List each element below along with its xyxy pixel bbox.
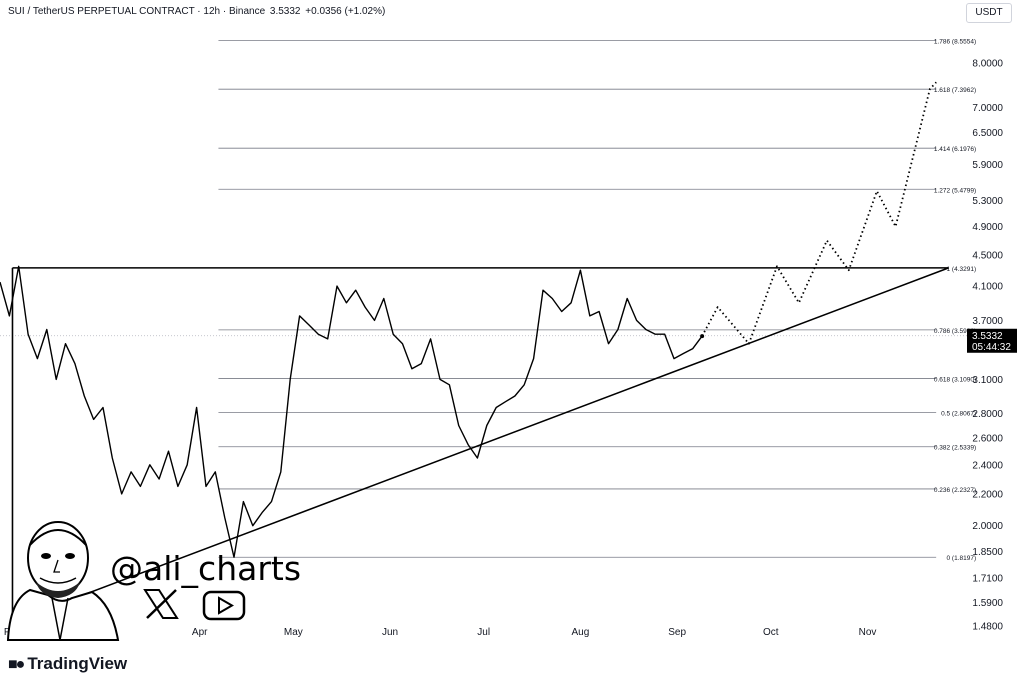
y-tick-label-2: 6.5000 <box>972 128 1003 139</box>
y-tick-label-6: 4.5000 <box>972 251 1003 262</box>
x-tick-label-jun: Jun <box>382 627 398 638</box>
x-tick-label-aug: Aug <box>572 627 590 638</box>
y-tick-label-8: 3.7000 <box>972 316 1003 327</box>
watermark-handle: @ali_charts <box>110 549 302 588</box>
y-tick-label-7: 4.1000 <box>972 282 1003 293</box>
symbol-title: SUI / TetherUS PERPETUAL CONTRACT · 12h … <box>8 6 266 17</box>
price-tag-group: 3.5332 05:44:32 <box>967 328 1017 353</box>
x-logo-icon <box>143 589 179 619</box>
fib-label-2: 1.414 (6.1976) <box>934 146 976 153</box>
fib-label-10: 0 (1.8197) <box>947 555 977 562</box>
fib-label-9: 0.236 (2.2327) <box>934 487 976 494</box>
y-tick-label-15: 1.8500 <box>972 547 1003 558</box>
y-tick-label-14: 2.0000 <box>972 521 1003 532</box>
y-tick-label-13: 2.2000 <box>972 489 1003 500</box>
price-line <box>0 265 703 558</box>
y-tick-label-3: 5.9000 <box>972 160 1003 171</box>
fibonacci-levels: 1.786 (8.5554) 1.618 (7.3962) 1.414 (6.197… <box>0 39 977 562</box>
fib-label-0: 1.786 (8.5554) <box>934 39 976 46</box>
last-price: 3.5332 <box>269 6 301 17</box>
y-tick-label-5: 4.9000 <box>972 222 1003 233</box>
projected-path-line <box>701 81 937 345</box>
fib-label-7: 0.5 (2.8067) <box>941 411 976 418</box>
price-change: +0.0356 (+1.02%) <box>305 6 386 17</box>
fib-label-8: 0.382 (2.5339) <box>934 445 976 452</box>
fib-label-6: 0.618 (3.1090) <box>934 376 976 383</box>
x-tick-label-sep: Sep <box>668 627 686 638</box>
x-tick-label-jul: Jul <box>477 627 490 638</box>
y-tick-label-12: 2.4000 <box>972 460 1003 471</box>
fib-label-3: 1.272 (5.4799) <box>934 187 976 194</box>
current-price-label: 3.5332 <box>972 331 1003 342</box>
y-tick-label-17: 1.5900 <box>972 598 1003 609</box>
y-tick-label-4: 5.3000 <box>972 196 1003 207</box>
youtube-play-icon <box>202 590 246 621</box>
y-tick-label-11: 2.6000 <box>972 434 1003 445</box>
cartoon-avatar <box>6 521 120 641</box>
currency-button[interactable]: USDT <box>966 3 1012 23</box>
x-tick-label-apr: Apr <box>192 627 208 638</box>
y-tick-label-0: 8.0000 <box>972 58 1003 69</box>
price-series <box>0 81 937 558</box>
x-tick-label-oct: Oct <box>763 627 779 638</box>
symbol-header: SUI / TetherUS PERPETUAL CONTRACT · 12h … <box>8 6 387 17</box>
y-tick-label-10: 2.8000 <box>972 409 1003 420</box>
y-tick-label-18: 1.4800 <box>972 622 1003 633</box>
fib-label-5: 0.786 (3.5962) <box>934 328 976 335</box>
last-price-point <box>700 334 705 339</box>
current-price-tag <box>967 328 1017 353</box>
y-tick-label-9: 3.1000 <box>972 375 1003 386</box>
y-axis: 8.0000 7.0000 6.5000 5.9000 5.3000 4.9000 4.50… <box>972 58 1003 632</box>
fib-label-4: 1 (4.3291) <box>947 266 977 273</box>
x-tick-label-nov: Nov <box>859 627 877 638</box>
tradingview-wordmark: TradingView <box>27 654 128 673</box>
candle-countdown: 05:44:32 <box>972 342 1011 353</box>
tradingview-mark-icon: ■● <box>8 656 25 673</box>
y-tick-label-1: 7.0000 <box>972 103 1003 114</box>
fib-label-1: 1.618 (7.3962) <box>934 87 976 94</box>
tradingview-logo: ■● TradingView <box>8 654 127 674</box>
y-tick-label-16: 1.7100 <box>972 573 1003 584</box>
x-axis: FebMarAprMayJunJulAugSepOctNov <box>4 627 877 638</box>
x-tick-label-may: May <box>284 627 303 638</box>
